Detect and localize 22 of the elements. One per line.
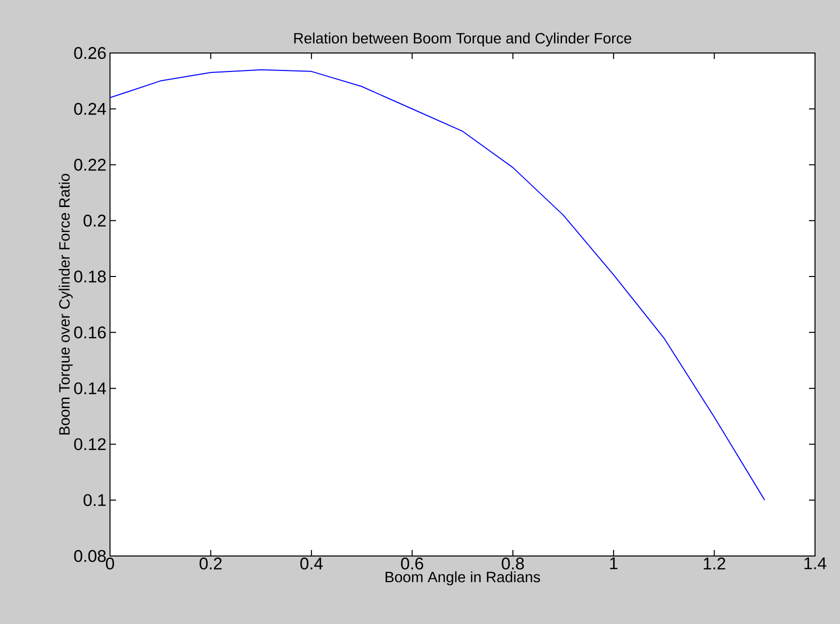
x-tick-label: 0.8: [502, 558, 524, 570]
x-tick-label: 0: [106, 558, 114, 570]
x-tick-label: 1.4: [804, 558, 826, 570]
y-tick-label: 0.12: [74, 438, 106, 450]
x-axis-title: Boom Angle in Radians: [386, 571, 540, 586]
y-tick-label: 0.2: [84, 214, 106, 227]
y-tick-label: 0.26: [74, 46, 106, 59]
x-tick-label: 0.4: [300, 558, 323, 570]
x-tick-label: 1: [610, 558, 618, 570]
x-tick-label: 0.6: [401, 558, 424, 570]
y-tick-label: 0.22: [74, 158, 106, 171]
y-tick-label: 0.1: [84, 494, 106, 506]
y-tick-label: 0.24: [74, 102, 106, 115]
y-tick-label: 0.08: [74, 550, 106, 562]
y-tick-label: 0.18: [74, 270, 106, 283]
y-tick-label: 0.16: [74, 326, 106, 338]
y-tick-label: 0.14: [74, 382, 106, 394]
x-tick-label: 1.2: [704, 558, 726, 570]
line-series: [110, 69, 766, 501]
x-tick-label: 0.2: [200, 558, 222, 570]
y-axis-title: Boom Torque over Cylinder Force Ratio: [58, 174, 73, 434]
chart-title: Relation between Boom Torque and Cylinder Force: [294, 32, 632, 46]
